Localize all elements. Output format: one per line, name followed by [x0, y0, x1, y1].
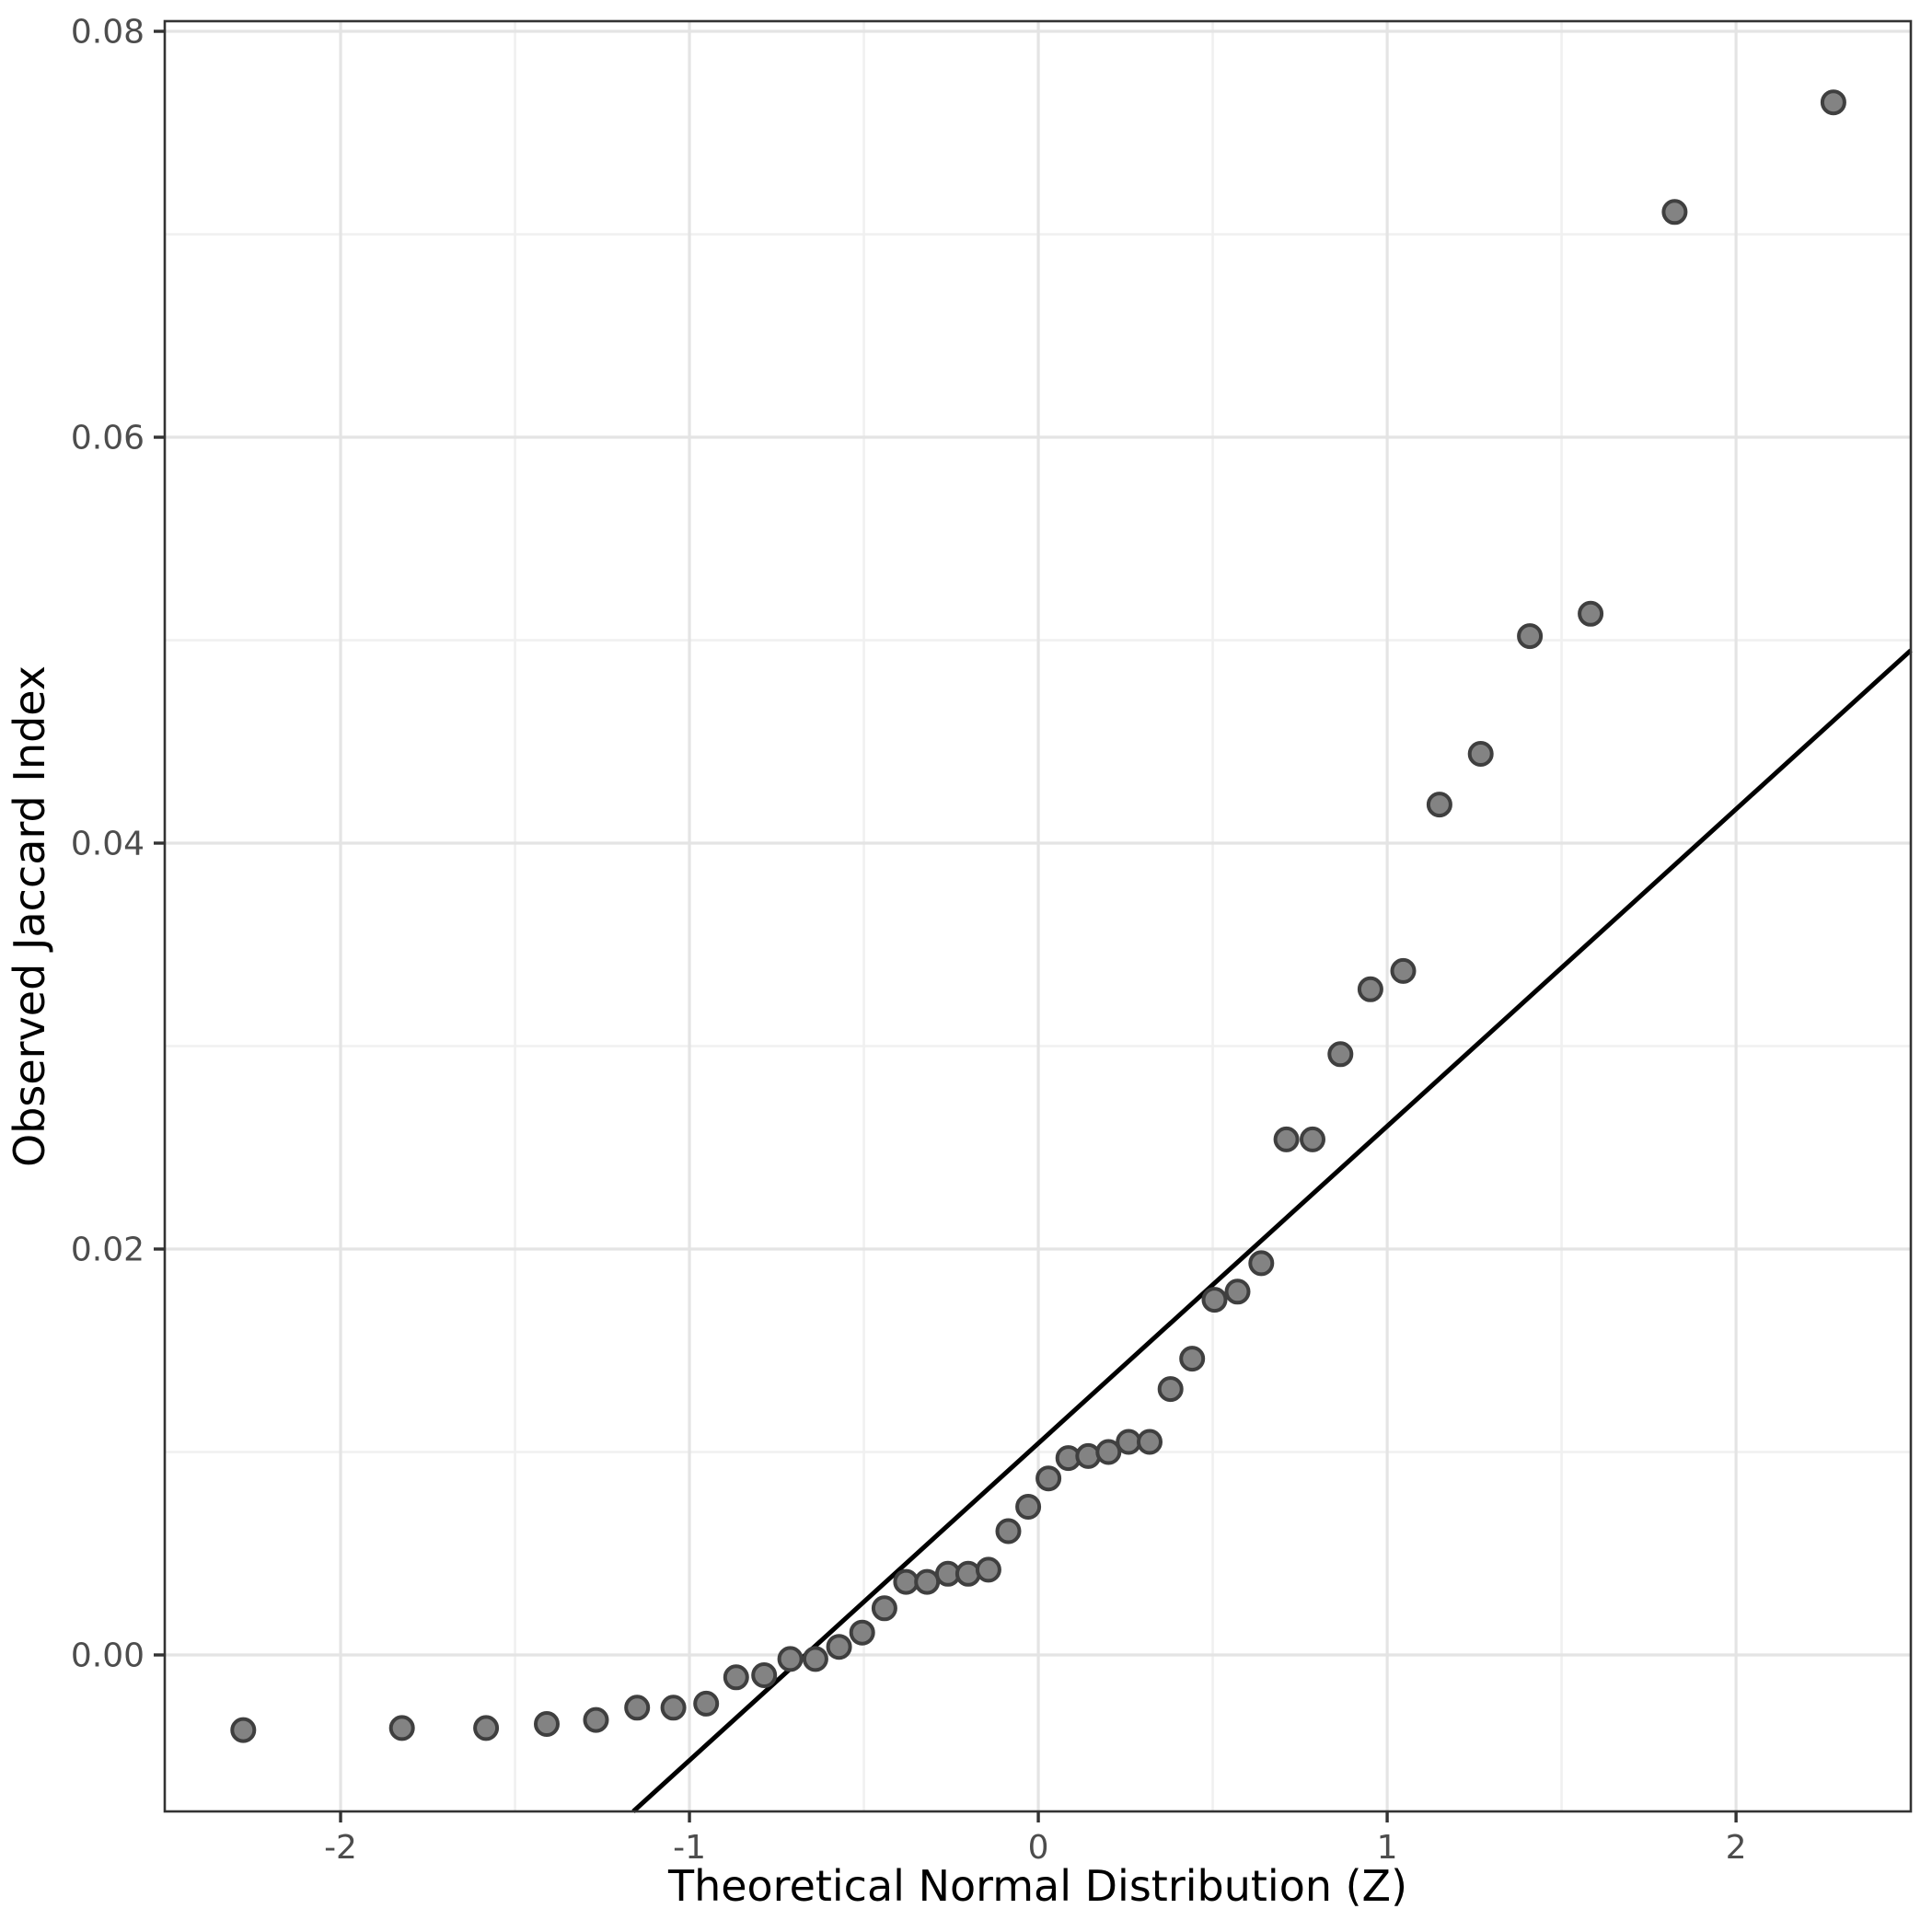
data-point	[1224, 1278, 1251, 1305]
x-tick-label: -2	[324, 1829, 357, 1867]
data-point	[1116, 1429, 1142, 1455]
y-tick-label: 0.06	[71, 420, 145, 457]
data-point	[849, 1619, 875, 1646]
data-point	[1467, 741, 1494, 767]
data-point	[914, 1568, 941, 1595]
data-point	[1015, 1494, 1042, 1520]
data-point	[1820, 89, 1846, 116]
data-point	[893, 1568, 920, 1595]
axis-ticks	[154, 29, 1738, 1822]
data-point	[534, 1711, 560, 1737]
data-point	[473, 1715, 500, 1741]
data-point	[751, 1662, 778, 1688]
x-tick-label: 2	[1726, 1829, 1747, 1867]
x-tick-label: 1	[1377, 1829, 1398, 1867]
data-point	[954, 1560, 981, 1587]
data-point	[693, 1690, 720, 1717]
data-point	[826, 1634, 852, 1660]
data-point	[777, 1646, 804, 1672]
data-point	[1517, 623, 1544, 650]
data-point	[995, 1518, 1022, 1544]
data-point	[1248, 1250, 1275, 1277]
data-points	[230, 89, 1846, 1743]
data-point	[1157, 1376, 1184, 1403]
data-point	[1095, 1439, 1122, 1465]
data-point	[871, 1595, 897, 1622]
data-point	[802, 1646, 828, 1672]
x-tick-label: -1	[673, 1829, 706, 1867]
data-point	[1201, 1287, 1228, 1313]
x-tick-labels: -2 -1 0 1 2	[324, 1829, 1746, 1867]
data-point	[1137, 1429, 1163, 1455]
data-point	[723, 1664, 749, 1691]
y-tick-labels: 0.00 0.02 0.04 0.06 0.08	[71, 14, 145, 1675]
data-point	[1035, 1465, 1062, 1492]
data-point	[1426, 792, 1452, 818]
y-tick-label: 0.04	[71, 826, 145, 863]
x-axis-title: Theoretical Normal Distribution (Z)	[667, 1861, 1407, 1911]
x-tick-label: 0	[1028, 1829, 1049, 1867]
data-point	[1661, 199, 1688, 226]
y-tick-label: 0.02	[71, 1232, 145, 1269]
data-point	[1075, 1442, 1102, 1469]
data-point	[975, 1556, 1001, 1583]
y-tick-label: 0.08	[71, 14, 145, 52]
gridlines-major	[165, 21, 1911, 1811]
data-point	[1390, 957, 1417, 984]
data-point	[230, 1717, 257, 1743]
data-point	[1179, 1346, 1206, 1372]
y-tick-label: 0.00	[71, 1637, 145, 1675]
y-axis-title: Observed Jaccard Index	[5, 665, 54, 1167]
data-point	[388, 1715, 415, 1741]
data-point	[1300, 1126, 1325, 1152]
data-point	[1578, 600, 1604, 627]
data-point	[583, 1706, 609, 1733]
data-point	[660, 1695, 687, 1721]
reference-line	[631, 648, 1913, 1813]
data-point	[624, 1695, 651, 1721]
data-point	[1327, 1041, 1354, 1068]
data-point	[1273, 1126, 1300, 1152]
data-point	[1357, 976, 1383, 1002]
